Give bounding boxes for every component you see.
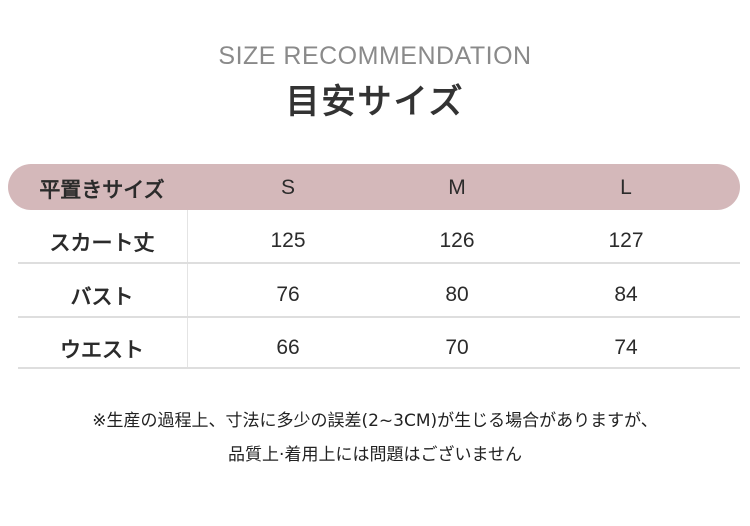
cell-value: 126 <box>439 229 475 252</box>
row-divider <box>18 367 740 369</box>
cell-value: 80 <box>445 283 469 306</box>
cell-value: 74 <box>614 336 638 359</box>
section-subtitle: SIZE RECOMMENDATION <box>218 42 532 70</box>
row-label: バスト <box>70 285 134 309</box>
cell-value: 127 <box>608 229 644 252</box>
table-header-bar <box>8 164 740 210</box>
size-header-l: L <box>620 176 632 199</box>
cell-value: 84 <box>614 283 638 306</box>
row-divider <box>18 316 740 318</box>
cell-value: 66 <box>276 336 300 359</box>
cell-value: 76 <box>276 283 300 306</box>
column-divider <box>187 210 188 368</box>
size-header-m: M <box>448 176 466 199</box>
corner-label: 平置きサイズ <box>39 178 165 202</box>
size-header-s: S <box>280 176 296 199</box>
section-title: 目安サイズ <box>285 82 465 122</box>
cell-value: 70 <box>445 336 469 359</box>
row-divider <box>18 262 740 264</box>
row-label: スカート丈 <box>49 231 155 255</box>
disclaimer-line-1: ※生産の過程上、寸法に多少の誤差(2~3CM)が生じる場合がありますが、 <box>92 411 658 431</box>
cell-value: 125 <box>270 229 306 252</box>
row-label: ウエスト <box>60 338 144 362</box>
disclaimer-line-2: 品質上·着用上には問題はございません <box>228 445 522 465</box>
